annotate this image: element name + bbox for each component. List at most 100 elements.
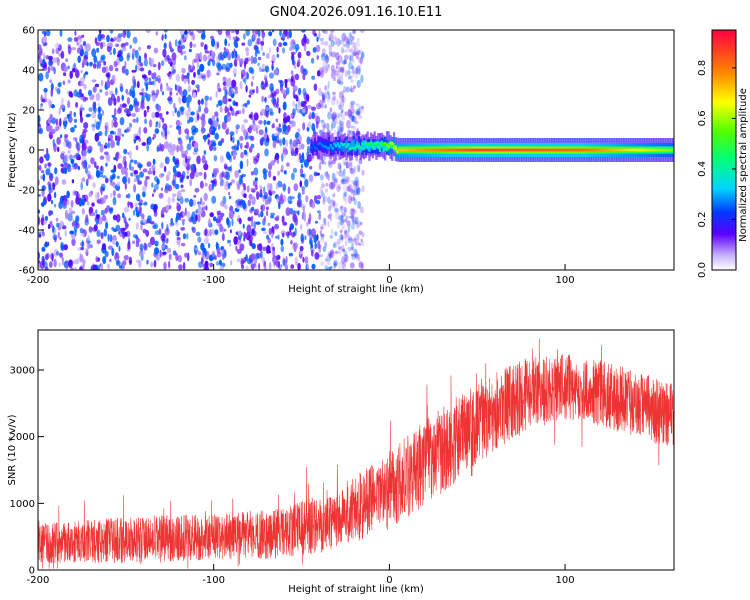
spectrogram-noise-cell	[340, 205, 344, 213]
colorbar-tick-label: 0.0	[697, 262, 708, 278]
spectrogram-noise-cell	[334, 231, 338, 237]
spectrogram-noise-cell	[121, 133, 124, 137]
spectrogram-noise-cell	[286, 234, 290, 239]
spectrogram-noise-cell	[343, 180, 348, 185]
spectrogram-noise-cell	[168, 253, 172, 261]
spectrogram-noise-cell	[77, 247, 82, 251]
spectrogram-noise-cell	[77, 55, 81, 63]
spectrogram-ridge-cell	[589, 148, 592, 152]
spectrogram-noise-cell	[304, 256, 309, 264]
spectrogram-noise-cell	[238, 169, 241, 174]
spectrogram-noise-cell	[342, 168, 346, 176]
spectrogram-ridge-cell	[361, 143, 364, 151]
spectrogram-noise-cell	[209, 96, 212, 101]
spectrogram-noise-cell	[355, 222, 360, 229]
spectrogram-noise-cell	[72, 166, 75, 170]
spectrogram-noise-cell	[55, 42, 60, 49]
spectrogram-noise-cell	[81, 264, 85, 270]
spectrogram-ridge-cell	[631, 148, 635, 152]
spectrogram-noise-cell	[327, 81, 330, 89]
spectrogram-noise-cell	[97, 131, 103, 137]
spectrogram-noise-cell	[56, 136, 61, 145]
spectrogram-noise-cell	[132, 75, 136, 79]
spectrogram-noise-cell	[278, 201, 281, 210]
spectrogram-noise-cell	[320, 41, 326, 46]
spectrogram-noise-cell	[349, 111, 355, 121]
spectrogram-noise-cell	[174, 158, 180, 165]
spectrogram-ridge-cell	[603, 148, 606, 152]
spectrogram-noise-cell	[188, 48, 192, 53]
spectrogram-noise-cell	[71, 179, 75, 184]
spectrogram-noise-cell	[279, 267, 282, 270]
spectrogram-ridge-cell	[433, 148, 436, 152]
spectrogram-noise-cell	[244, 144, 248, 149]
spectrogram-noise-cell	[243, 231, 247, 240]
spectrogram-noise-cell	[180, 184, 184, 189]
spectrogram-noise-cell	[248, 193, 253, 200]
spectrogram-noise-cell	[264, 98, 267, 102]
spectrogram-noise-cell	[296, 108, 301, 114]
spectrogram-noise-cell	[317, 215, 322, 220]
spectrogram-noise-cell	[341, 256, 345, 265]
spectrogram-noise-cell	[242, 223, 245, 229]
spectrogram-noise-cell	[152, 94, 156, 102]
spectrogram-noise-cell	[96, 165, 99, 170]
spectrogram-noise-cell	[313, 234, 318, 244]
spectrogram-noise-cell	[231, 87, 235, 95]
spectrogram-noise-cell	[202, 263, 205, 268]
spectrogram-noise-cell	[224, 105, 228, 114]
spectrogram-noise-cell	[307, 121, 312, 129]
spectrogram-noise-cell	[323, 66, 329, 74]
spectrogram-noise-cell	[87, 173, 91, 180]
spectrogram-noise-cell	[62, 80, 66, 86]
figure-title: GN04.2026.091.16.10.E11	[270, 5, 443, 20]
spectrogram-noise-cell	[297, 262, 301, 270]
snr-x-tick-label: 0	[386, 575, 392, 586]
spectrogram-noise-cell	[329, 200, 334, 206]
spectrogram-noise-cell	[257, 56, 262, 61]
spectrogram-noise-cell	[189, 198, 194, 207]
snr-frame	[37, 329, 675, 571]
spectrogram-noise-cell	[111, 74, 116, 84]
spectrogram-noise-cell	[347, 176, 351, 181]
spectrogram-noise-cell	[117, 128, 122, 133]
spectrogram-noise-cell	[60, 163, 64, 167]
spectrogram-noise-cell	[258, 213, 261, 218]
spectrogram-noise-cell	[222, 76, 227, 82]
spectrogram-noise-cell	[349, 207, 355, 217]
spectrogram-noise-cell	[50, 66, 55, 71]
spectrogram-ridge-cell	[501, 148, 505, 152]
spectrogram-noise-cell	[170, 222, 175, 226]
spectrogram-noise-cell	[42, 58, 46, 65]
spectrogram-noise-cell	[261, 227, 266, 232]
spectrogram-noise-cell	[191, 226, 194, 232]
spectrogram-noise-cell	[155, 121, 159, 125]
spectrogram-noise-cell	[311, 106, 316, 111]
spectrogram-ridge-cell	[366, 143, 369, 146]
spectrogram-noise-cell	[300, 224, 303, 231]
spectrogram-noise-cell	[125, 170, 128, 179]
spectrogram-noise-cell	[204, 99, 208, 108]
spectrogram-noise-cell	[84, 50, 89, 58]
spectrogram-noise-cell	[193, 71, 196, 78]
spectrogram-noise-cell	[240, 69, 246, 78]
spectrogram-noise-cell	[319, 129, 321, 135]
spectrogram-ridge-cell	[630, 148, 633, 152]
spectrogram-ridge-cell	[617, 148, 621, 152]
spectrogram-noise-cell	[341, 89, 345, 99]
spectrogram-ridge-cell	[658, 148, 661, 152]
spectrogram-noise-cell	[156, 178, 160, 185]
spectrogram-noise-cell	[158, 228, 162, 236]
spectrogram-noise-cell	[236, 258, 242, 263]
spectrogram-noise-cell	[271, 66, 274, 71]
spectrogram-ridge-cell	[563, 148, 566, 152]
spectrogram-noise-cell	[266, 245, 271, 254]
spectrogram-noise-cell	[281, 232, 285, 238]
spectrogram-noise-cell	[52, 225, 55, 233]
spectrogram-noise-cell	[56, 88, 61, 95]
spectrogram-noise-cell	[316, 36, 319, 42]
spectrogram-ridge-cell	[371, 145, 375, 149]
spectrogram-noise-cell	[100, 186, 103, 196]
spectrogram-noise-cell	[89, 62, 93, 67]
spectrogram-noise-cell	[339, 75, 344, 82]
